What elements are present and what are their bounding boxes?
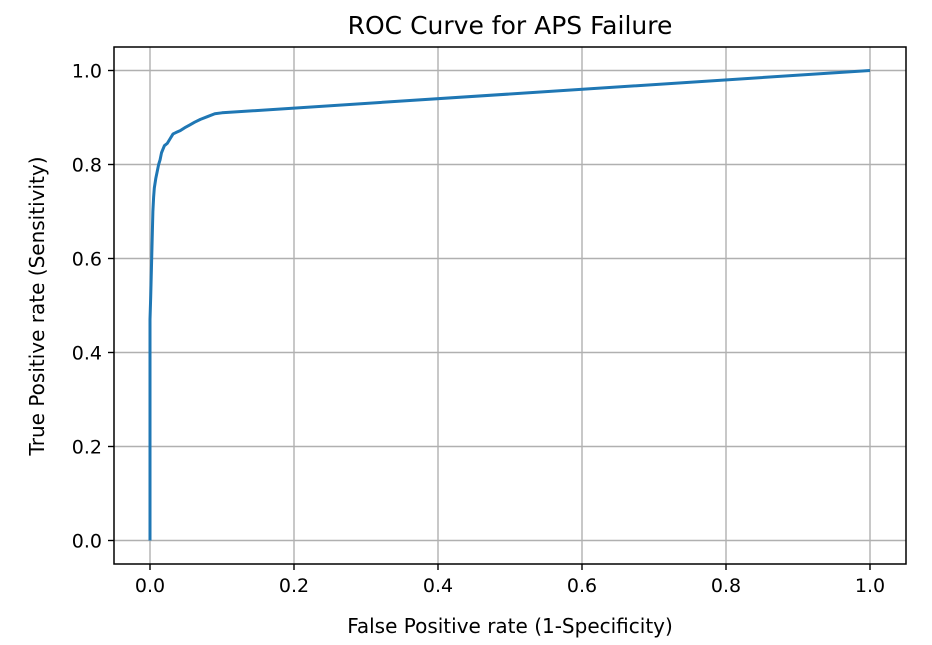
series-layer [148,69,871,541]
ticks: 0.0 0.2 0.4 0.6 0.8 1.0 0.0 0.2 0.4 0.6 0.8 1.0 [72,61,885,598]
grid-lines [114,47,906,564]
x-tick-label: 1.0 [855,575,885,597]
y-tick-label: 0.6 [72,249,102,271]
y-tick-label: 0.2 [72,437,102,459]
x-tick-label: 0.4 [423,575,453,597]
x-tick-label: 0.0 [135,575,165,597]
x-tick-label: 0.8 [711,575,741,597]
y-tick-label: 0.4 [72,343,102,365]
y-axis-label: True Positive rate (Sensitivity) [25,156,49,456]
y-tick-label: 0.0 [72,531,102,553]
y-tick-label: 1.0 [72,61,102,83]
x-tick-label: 0.2 [279,575,309,597]
x-axis-label: False Positive rate (1-Specificity) [347,614,673,638]
chart-title: ROC Curve for APS Failure [348,11,673,40]
x-tick-label: 0.6 [567,575,597,597]
y-tick-label: 0.8 [72,155,102,177]
plot-frame [113,46,907,565]
roc-curve-line [148,69,871,541]
